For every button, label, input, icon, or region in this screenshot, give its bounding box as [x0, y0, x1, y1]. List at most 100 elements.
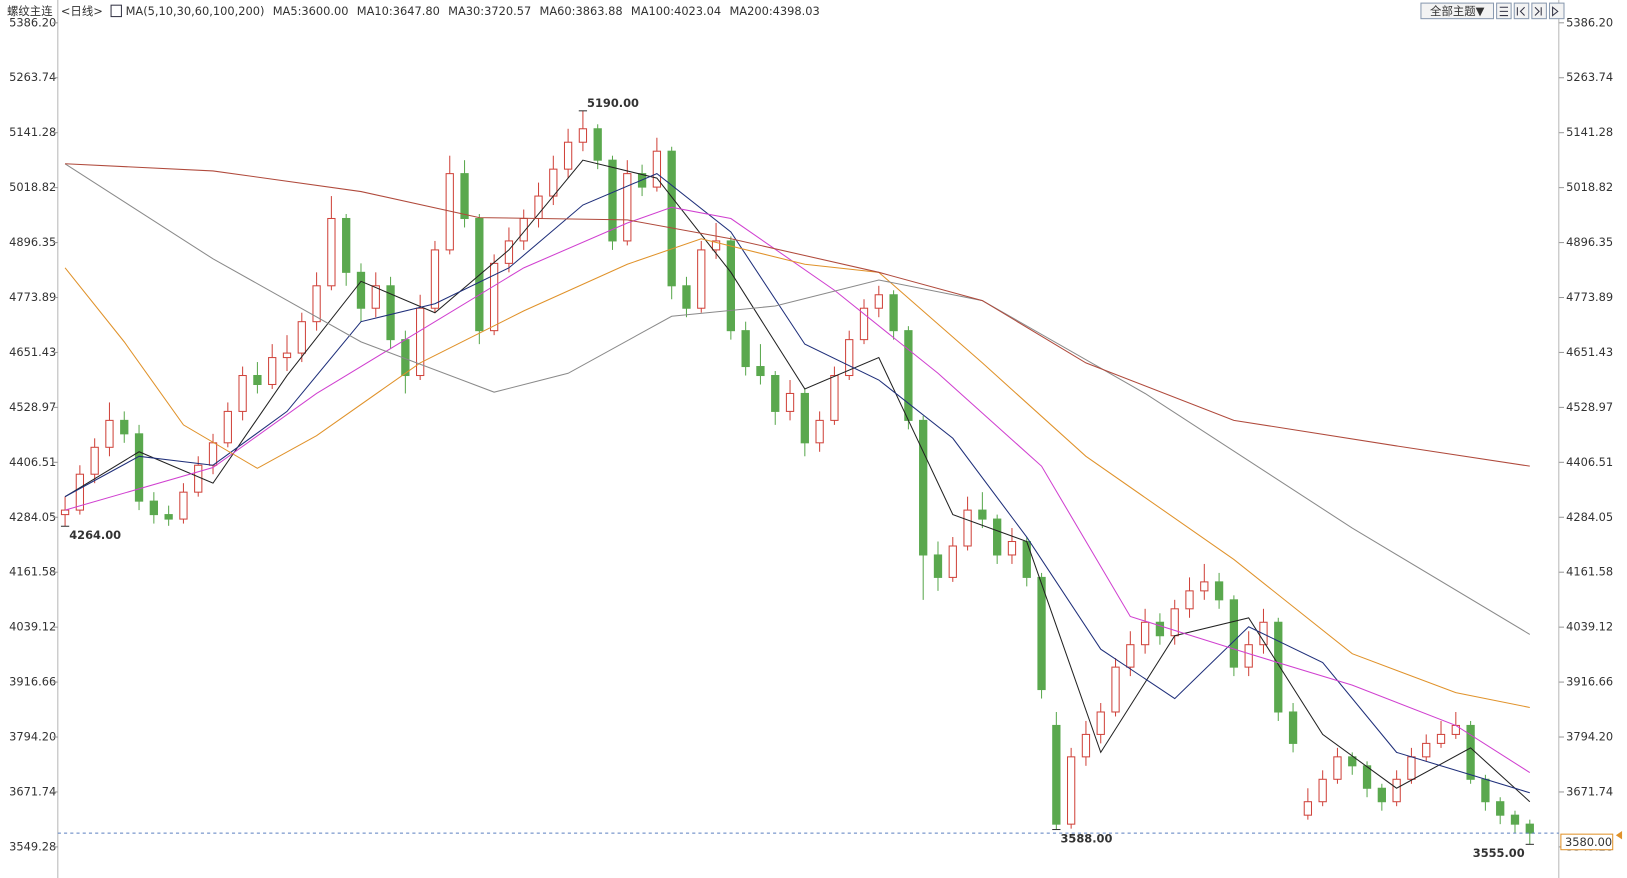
annotation-label: 4264.00: [69, 528, 121, 542]
candle-body: [194, 464, 203, 493]
candle-body: [1303, 801, 1313, 816]
y-tick-label: 3794.20: [9, 730, 56, 744]
candle-body: [1214, 581, 1224, 601]
icon-glyphs: [1499, 6, 1559, 17]
y-tick-label: 4039.12: [1566, 620, 1613, 634]
candle-body: [1022, 540, 1031, 578]
y-tick-label: 5018.82: [9, 180, 56, 194]
candle-body: [963, 509, 972, 547]
y-tick-label: 5386.20: [1566, 15, 1613, 29]
candle-body: [549, 168, 558, 197]
y-tick-label: 3549.28: [9, 839, 56, 853]
candle-body: [489, 262, 499, 332]
y-tick-label: 4406.51: [9, 455, 56, 469]
candle-body: [519, 217, 528, 242]
candle-body: [534, 195, 543, 220]
y-tick-label: 4651.43: [1566, 345, 1613, 359]
period: <日线>: [61, 4, 103, 18]
theme-button[interactable]: [1420, 2, 1495, 20]
candle-body: [711, 240, 721, 251]
candle-body: [1392, 778, 1401, 803]
candle-body: [1510, 814, 1520, 825]
y-tick-label: 4528.97: [1566, 400, 1613, 414]
candle-body: [815, 419, 824, 444]
legend-entry: MA10:3647.80: [357, 4, 440, 18]
candle-body: [682, 285, 691, 309]
candle-body: [75, 473, 85, 511]
candle-body: [1200, 581, 1209, 592]
candle-body: [563, 141, 573, 170]
y-tick-label: 3671.74: [9, 784, 56, 798]
candle-body: [342, 217, 351, 273]
ma-line: [65, 163, 1530, 467]
candle-body: [1422, 742, 1431, 758]
ma-line: [64, 238, 1530, 708]
candle-body: [1229, 599, 1239, 668]
candle-body: [1377, 787, 1386, 803]
candle-body: [1274, 621, 1283, 713]
y-tick-label: 4773.89: [9, 290, 56, 304]
candle-body: [1037, 576, 1046, 691]
y-tick-label: 4651.43: [9, 345, 56, 359]
candle-body: [1081, 733, 1091, 758]
candle-body: [430, 249, 440, 309]
candle-body: [904, 330, 913, 421]
candle-body: [223, 410, 232, 444]
ma-spec: MA(5,10,30,60,100,200): [126, 4, 265, 18]
candle-body: [578, 128, 588, 143]
instrument-name: 螺纹主连: [7, 4, 53, 18]
y-tick-label: 3916.66: [1566, 675, 1613, 689]
theme-button-label[interactable]: 全部主题▼: [1430, 4, 1485, 18]
candle-body: [149, 500, 158, 516]
y-tick-label: 4284.05: [1566, 510, 1613, 524]
annotation-label: 5190.00: [587, 96, 639, 110]
toolbar[interactable]: 全部主题▼: [1420, 2, 1565, 20]
ma-line: [64, 173, 1530, 794]
candle-body: [1066, 756, 1076, 825]
last-price-label: 3580.00: [1565, 835, 1612, 849]
legend-entry: MA100:4023.04: [631, 4, 721, 18]
settings-icon: [110, 4, 122, 18]
candle-body: [1111, 666, 1120, 713]
candle-body: [948, 545, 957, 578]
y-tick-label: 3916.66: [9, 675, 56, 689]
candle-body: [120, 419, 129, 435]
candle-body: [460, 173, 469, 220]
candle-body: [179, 491, 188, 520]
candle-body: [1244, 644, 1253, 668]
candle-body: [253, 374, 262, 386]
y-tick-label: 4161.58: [9, 565, 56, 579]
y-tick-label: 4896.35: [9, 235, 56, 249]
candle-body: [1362, 765, 1372, 789]
y-tick-label: 4773.89: [1566, 290, 1613, 304]
candle-body: [371, 285, 380, 309]
candle-body: [800, 392, 809, 444]
candle-body: [874, 294, 883, 309]
candle-body: [1140, 621, 1150, 646]
candle-body: [282, 352, 292, 359]
annotation-label: 3555.00: [1473, 846, 1525, 860]
candle-body: [978, 509, 987, 520]
y-tick-label: 5018.82: [1566, 180, 1613, 194]
legend-entry: MA5:3600.00: [273, 4, 349, 18]
candle-body: [652, 150, 662, 188]
candle-body: [1007, 540, 1017, 556]
candle-body: [993, 518, 1002, 556]
candle-body: [312, 285, 321, 323]
ma-line: [64, 159, 1531, 803]
candle-body: [297, 321, 306, 354]
candle-body: [933, 554, 943, 578]
candle-body: [697, 249, 706, 309]
candle-body: [667, 150, 676, 287]
candle-body: [845, 339, 854, 377]
legend-entry: MA30:3720.57: [448, 4, 531, 18]
y-tick-label: 5141.28: [1566, 125, 1613, 139]
candle-body: [238, 374, 247, 412]
candle-body: [1333, 756, 1342, 780]
ma-line: [64, 206, 1531, 774]
candle-body: [105, 419, 114, 448]
candle-body: [386, 285, 395, 341]
candle-body: [741, 330, 750, 368]
